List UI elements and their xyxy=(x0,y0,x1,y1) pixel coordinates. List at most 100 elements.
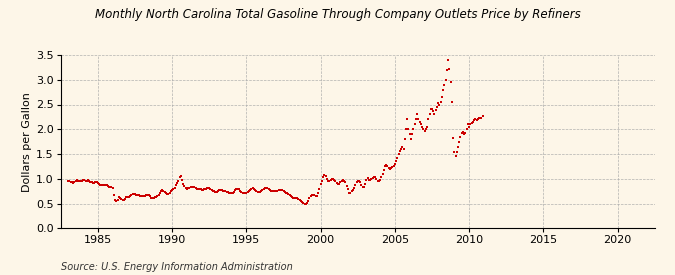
Point xyxy=(334,182,345,186)
Point xyxy=(223,190,234,195)
Point xyxy=(431,108,441,113)
Point xyxy=(271,188,281,193)
Point xyxy=(468,120,479,124)
Point xyxy=(329,178,340,182)
Point xyxy=(323,178,333,183)
Point xyxy=(223,189,234,194)
Point xyxy=(345,190,356,195)
Point xyxy=(143,193,154,197)
Point xyxy=(236,189,247,194)
Point xyxy=(389,162,400,166)
Point xyxy=(158,188,169,193)
Point xyxy=(195,187,206,191)
Point xyxy=(174,175,185,179)
Point xyxy=(446,100,457,104)
Point xyxy=(299,201,310,206)
Point xyxy=(90,180,101,185)
Point xyxy=(92,180,103,185)
Point xyxy=(82,178,93,182)
Point xyxy=(440,78,451,82)
Point xyxy=(267,188,278,193)
Point xyxy=(308,192,319,197)
Point xyxy=(244,189,254,193)
Point xyxy=(428,109,439,114)
Point xyxy=(427,107,437,112)
Point xyxy=(309,193,320,197)
Point xyxy=(331,180,342,185)
Point xyxy=(265,188,275,192)
Point xyxy=(107,185,118,190)
Point xyxy=(314,186,325,191)
Point xyxy=(475,116,486,120)
Point xyxy=(253,190,264,194)
Point xyxy=(406,137,416,141)
Point xyxy=(379,168,389,172)
Point xyxy=(327,177,338,181)
Point xyxy=(199,187,210,191)
Point xyxy=(97,183,107,187)
Point xyxy=(325,178,336,182)
Point xyxy=(132,193,143,197)
Point xyxy=(134,193,144,197)
Point xyxy=(476,116,487,120)
Point xyxy=(456,131,467,135)
Point xyxy=(454,139,464,144)
Point xyxy=(324,178,335,183)
Point xyxy=(346,189,357,193)
Point xyxy=(287,195,298,199)
Point xyxy=(370,175,381,179)
Point xyxy=(95,183,106,187)
Point xyxy=(189,185,200,189)
Point xyxy=(251,188,262,193)
Point xyxy=(350,183,360,187)
Point xyxy=(142,192,153,197)
Point xyxy=(210,189,221,194)
Point xyxy=(429,112,440,117)
Point xyxy=(273,188,284,192)
Point xyxy=(356,183,367,187)
Point xyxy=(119,196,130,201)
Point xyxy=(418,127,429,131)
Point xyxy=(335,180,346,185)
Point xyxy=(474,116,485,120)
Point xyxy=(450,154,461,159)
Point xyxy=(130,191,140,196)
Point xyxy=(452,149,462,154)
Point xyxy=(388,164,399,168)
Point xyxy=(471,118,482,123)
Point xyxy=(183,185,194,190)
Point xyxy=(73,178,84,183)
Point xyxy=(128,191,139,196)
Point xyxy=(330,179,341,183)
Point xyxy=(216,188,227,192)
Point xyxy=(208,188,219,193)
Point xyxy=(88,180,99,185)
Point xyxy=(376,175,387,179)
Point xyxy=(173,178,184,183)
Point xyxy=(472,117,483,122)
Point xyxy=(401,127,412,131)
Point xyxy=(385,167,396,171)
Point xyxy=(371,177,382,181)
Point xyxy=(448,136,458,140)
Point xyxy=(110,197,121,202)
Point xyxy=(351,180,362,184)
Point xyxy=(109,192,119,197)
Point xyxy=(382,164,393,169)
Point xyxy=(369,175,379,179)
Point xyxy=(360,182,371,186)
Point xyxy=(152,194,163,198)
Point xyxy=(377,172,388,176)
Point xyxy=(357,185,368,189)
Point xyxy=(439,82,450,87)
Point xyxy=(89,180,100,185)
Point xyxy=(275,188,286,192)
Point xyxy=(279,189,290,194)
Point xyxy=(184,185,195,190)
Text: Monthly North Carolina Total Gasoline Through Company Outlets Price by Refiners: Monthly North Carolina Total Gasoline Th… xyxy=(95,8,580,21)
Point xyxy=(68,180,78,185)
Point xyxy=(168,186,179,191)
Point xyxy=(171,183,182,187)
Point xyxy=(164,190,175,195)
Point xyxy=(310,194,321,198)
